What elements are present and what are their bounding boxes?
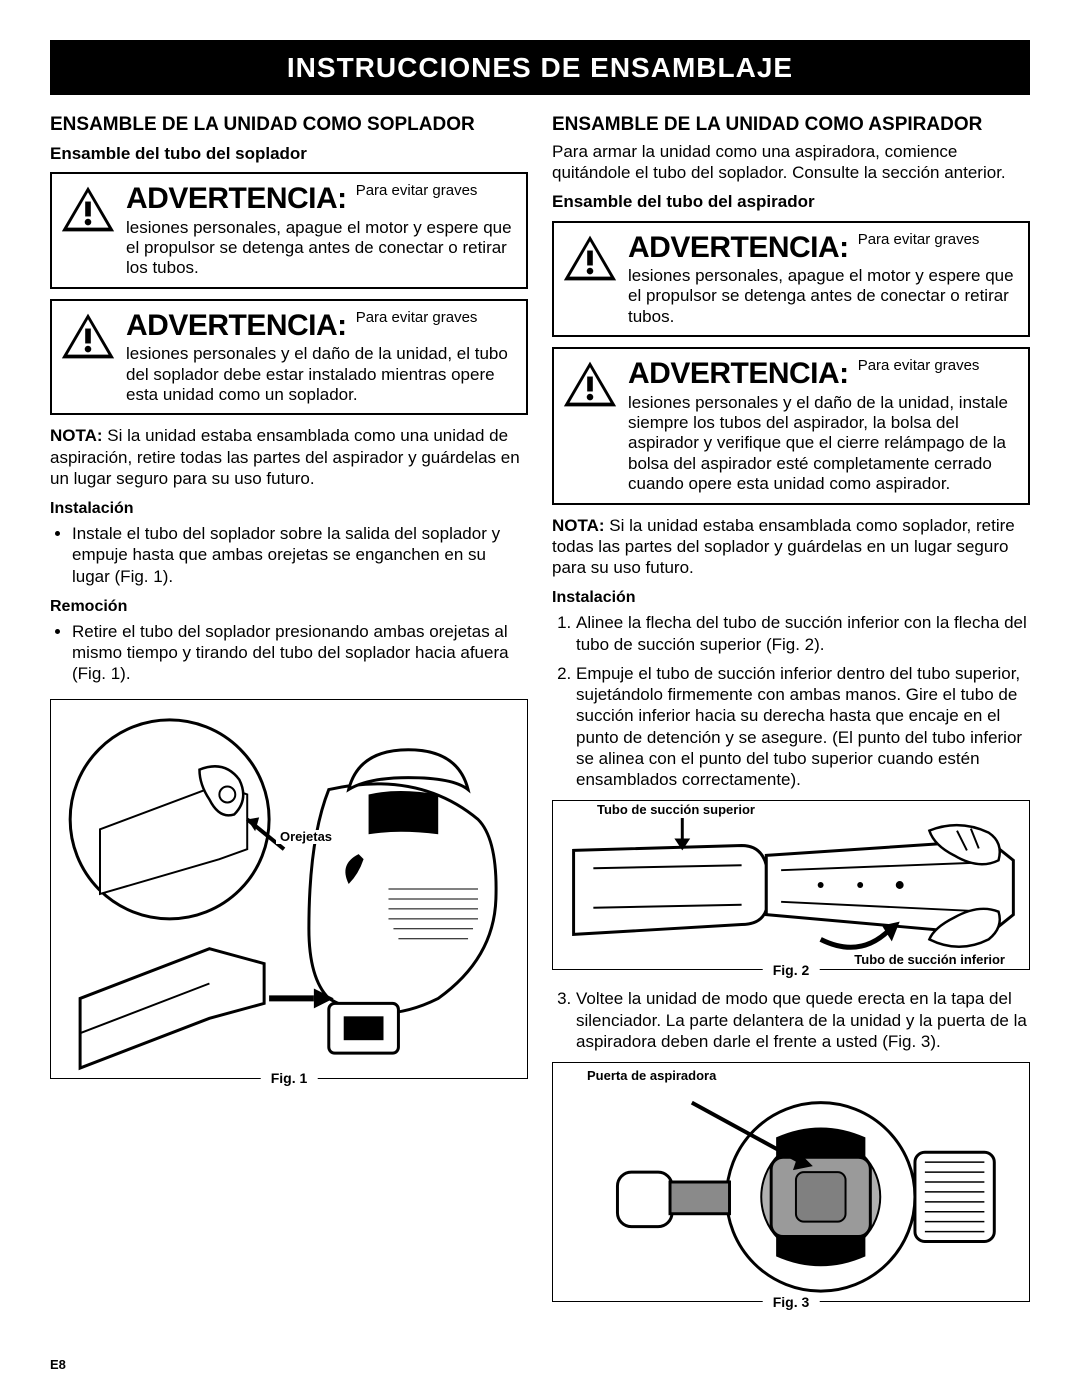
warning-small: Para evitar graves bbox=[858, 358, 980, 375]
warning-icon bbox=[60, 184, 116, 234]
warning-icon bbox=[562, 359, 618, 409]
nota-body-inline: Si la unidad estaba ensamblada como sopl… bbox=[552, 516, 1015, 578]
list-item: Alinee la flecha del tubo de succión inf… bbox=[576, 612, 1030, 655]
page-number: E8 bbox=[50, 1357, 66, 1373]
left-section-heading: ENSAMBLE DE LA UNIDAD COMO SOPLADOR bbox=[50, 113, 528, 137]
install-head: Instalación bbox=[50, 499, 528, 519]
warning-body: lesiones personales y el daño de la unid… bbox=[628, 393, 1020, 495]
list-item: Instale el tubo del soplador sobre la sa… bbox=[72, 523, 528, 587]
list-item: Retire el tubo del soplador presionando … bbox=[72, 621, 528, 685]
warning-box: ADVERTENCIA: Para evitar graves lesiones… bbox=[50, 172, 528, 289]
page-banner: INSTRUCCIONES DE ENSAMBLAJE bbox=[50, 40, 1030, 95]
figure-2: Tubo de succión superior Tubo de succión… bbox=[552, 800, 1030, 970]
warning-small: Para evitar graves bbox=[356, 310, 478, 327]
warning-small: Para evitar graves bbox=[356, 183, 478, 200]
nota-label: NOTA: bbox=[50, 426, 103, 445]
list-item: Voltee la unidad de modo que quede erect… bbox=[576, 988, 1030, 1052]
fig2-caption: Fig. 2 bbox=[763, 962, 820, 980]
two-column-layout: ENSAMBLE DE LA UNIDAD COMO SOPLADOR Ensa… bbox=[50, 113, 1030, 1320]
remove-list: Retire el tubo del soplador presionando … bbox=[50, 621, 528, 685]
fig3-label: Puerta de aspiradora bbox=[583, 1069, 720, 1083]
warning-small: Para evitar graves bbox=[858, 232, 980, 249]
install-steps-cont: Voltee la unidad de modo que quede erect… bbox=[552, 988, 1030, 1052]
install-head: Instalación bbox=[552, 588, 1030, 608]
warning-icon bbox=[562, 233, 618, 283]
warning-title: ADVERTENCIA: bbox=[126, 182, 347, 215]
warning-box: ADVERTENCIA: Para evitar graves lesiones… bbox=[50, 299, 528, 416]
fig1-label-orejetas: Orejetas bbox=[276, 830, 336, 844]
right-column: ENSAMBLE DE LA UNIDAD COMO ASPIRADOR Par… bbox=[552, 113, 1030, 1320]
warning-title: ADVERTENCIA: bbox=[628, 231, 849, 264]
fig3-caption: Fig. 3 bbox=[763, 1294, 820, 1312]
fig2-label-inf: Tubo de succión inferior bbox=[850, 953, 1009, 967]
nota-paragraph: NOTA: Si la unidad estaba ensamblada com… bbox=[552, 515, 1030, 579]
warning-body: lesiones personales, apague el motor y e… bbox=[628, 266, 1020, 327]
warning-box: ADVERTENCIA: Para evitar graves lesiones… bbox=[552, 221, 1030, 338]
nota-paragraph: NOTA: Si la unidad estaba ensamblada com… bbox=[50, 425, 528, 489]
fig2-label-sup: Tubo de succión superior bbox=[593, 803, 759, 817]
install-list: Instale el tubo del soplador sobre la sa… bbox=[50, 523, 528, 587]
warning-icon bbox=[60, 311, 116, 361]
right-subheading-1: Ensamble del tubo del aspirador bbox=[552, 191, 1030, 212]
fig1-caption: Fig. 1 bbox=[261, 1070, 318, 1088]
list-item: Empuje el tubo de succión inferior dentr… bbox=[576, 663, 1030, 791]
figure-3: Puerta de aspiradora Fig. 3 bbox=[552, 1062, 1030, 1302]
warning-title: ADVERTENCIA: bbox=[628, 357, 849, 390]
figure-1: Orejetas Fig. 1 bbox=[50, 699, 528, 1079]
left-subheading-1: Ensamble del tubo del soplador bbox=[50, 143, 528, 164]
warning-body: lesiones personales, apague el motor y e… bbox=[126, 218, 518, 279]
remove-head: Remoción bbox=[50, 597, 528, 617]
warning-box: ADVERTENCIA: Para evitar graves lesiones… bbox=[552, 347, 1030, 504]
right-intro: Para armar la unidad como una aspiradora… bbox=[552, 141, 1030, 184]
warning-title: ADVERTENCIA: bbox=[126, 309, 347, 342]
warning-body: lesiones personales y el daño de la unid… bbox=[126, 344, 518, 405]
left-column: ENSAMBLE DE LA UNIDAD COMO SOPLADOR Ensa… bbox=[50, 113, 528, 1320]
right-section-heading: ENSAMBLE DE LA UNIDAD COMO ASPIRADOR bbox=[552, 113, 1030, 137]
nota-label: NOTA: bbox=[552, 516, 605, 535]
install-steps: Alinee la flecha del tubo de succión inf… bbox=[552, 612, 1030, 790]
nota-body-inline: Si la unidad estaba ensamblada como una … bbox=[50, 426, 520, 488]
